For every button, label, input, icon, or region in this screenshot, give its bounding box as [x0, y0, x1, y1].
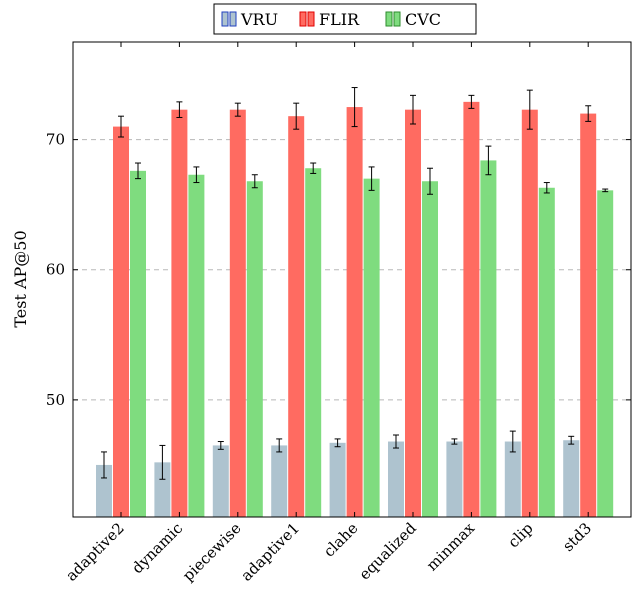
bar-cvc-dynamic	[188, 174, 205, 517]
error-bar-vru-std3	[568, 435, 575, 445]
x-tick-label-adaptive2: adaptive2	[62, 519, 128, 585]
bar-cvc-adaptive2	[130, 170, 146, 517]
error-bar-vru-piecewise	[217, 441, 224, 450]
legend-box	[213, 3, 477, 35]
error-bar-cvc-std3	[602, 188, 609, 193]
error-bar-vru-clahe	[334, 438, 341, 448]
bar-flir-equalized	[405, 109, 421, 517]
bar-flir-clip	[521, 109, 538, 517]
bar-cvc-adaptive1	[305, 168, 322, 517]
y-tick-label: 70	[46, 131, 65, 149]
error-bar-cvc-piecewise	[251, 174, 258, 189]
bar-cvc-std3	[597, 190, 614, 517]
error-bar-flir-minmax	[468, 94, 475, 109]
x-tick-label-std3: std3	[559, 519, 595, 555]
bar-vru-clip	[504, 441, 521, 517]
axes	[72, 41, 632, 518]
error-bar-cvc-adaptive1	[310, 162, 317, 174]
legend-entry-flir: FLIR	[299, 10, 360, 29]
bar-flir-clahe	[346, 107, 363, 518]
y-axis-title: Test AP@50	[11, 230, 30, 327]
bar-vru-piecewise	[212, 445, 229, 517]
y-tick-labels: 50 60 70	[46, 131, 65, 409]
error-bar-vru-minmax	[451, 438, 458, 445]
error-bar-vru-clip	[509, 430, 516, 453]
bar-cvc-clip	[538, 187, 555, 517]
bar-flir-std3	[580, 113, 597, 517]
error-bar-flir-adaptive1	[293, 102, 300, 130]
error-bar-flir-adaptive2	[118, 115, 124, 138]
bars	[96, 101, 614, 518]
x-tick-label-clip: clip	[504, 519, 536, 551]
bar-flir-piecewise	[229, 109, 246, 517]
bar-cvc-equalized	[422, 181, 438, 517]
error-bars	[101, 87, 609, 480]
legend-swatch	[385, 11, 393, 27]
error-bar-cvc-clahe	[368, 166, 375, 191]
bar-flir-minmax	[463, 101, 480, 518]
legend-label: FLIR	[319, 10, 360, 29]
x-tick-label-clahe: clahe	[320, 519, 362, 561]
bar-vru-equalized	[388, 441, 404, 517]
bar-vru-minmax	[446, 441, 463, 517]
bar-flir-dynamic	[171, 109, 188, 517]
legend-label: CVC	[405, 10, 441, 29]
error-bar-flir-clahe	[351, 87, 358, 128]
x-tick-label-piecewise: piecewise	[179, 519, 245, 585]
error-bar-vru-adaptive2	[101, 451, 107, 479]
bar-vru-adaptive2	[96, 464, 112, 517]
bar-cvc-minmax	[480, 160, 497, 517]
error-bar-flir-std3	[585, 105, 592, 122]
legend-entry-vru: VRU	[221, 10, 278, 29]
error-bar-flir-dynamic	[176, 101, 183, 118]
y-tick-label: 50	[46, 391, 65, 409]
x-tick-label-minmax: minmax	[423, 519, 479, 575]
bar-flir-adaptive1	[288, 116, 305, 517]
error-bar-vru-equalized	[393, 434, 399, 449]
legend-label: VRU	[240, 10, 278, 29]
x-tick-label-adaptive1: adaptive1	[237, 519, 303, 585]
x-tick-label-equalized: equalized	[355, 519, 420, 584]
x-tick-label-dynamic: dynamic	[128, 519, 186, 577]
error-bar-cvc-adaptive2	[135, 162, 141, 180]
error-bar-vru-adaptive1	[276, 438, 283, 453]
legend-swatch	[221, 11, 229, 27]
bar-cvc-clahe	[363, 178, 380, 517]
error-bar-cvc-minmax	[485, 145, 492, 176]
bar-vru-dynamic	[154, 462, 171, 517]
bar-flir-adaptive2	[113, 126, 129, 517]
error-bar-cvc-equalized	[427, 167, 433, 195]
error-bar-flir-clip	[526, 89, 533, 130]
legend-swatch	[229, 11, 237, 27]
error-bar-flir-equalized	[410, 94, 416, 125]
error-bar-cvc-dynamic	[193, 166, 200, 184]
bar-vru-std3	[563, 440, 580, 517]
bar-vru-adaptive1	[271, 445, 288, 517]
bar-vru-clahe	[329, 442, 346, 517]
error-bar-vru-dynamic	[159, 444, 166, 480]
legend: VRU FLIR CVC	[213, 3, 477, 35]
legend-swatch	[307, 11, 315, 27]
legend-entry-cvc: CVC	[385, 10, 441, 29]
plot-frame	[72, 41, 632, 518]
y-tick-label: 60	[46, 261, 65, 279]
bar-cvc-piecewise	[246, 181, 263, 517]
error-bar-cvc-clip	[543, 182, 550, 194]
legend-swatch	[393, 11, 401, 27]
legend-swatch	[299, 11, 307, 27]
error-bar-flir-piecewise	[234, 102, 241, 117]
